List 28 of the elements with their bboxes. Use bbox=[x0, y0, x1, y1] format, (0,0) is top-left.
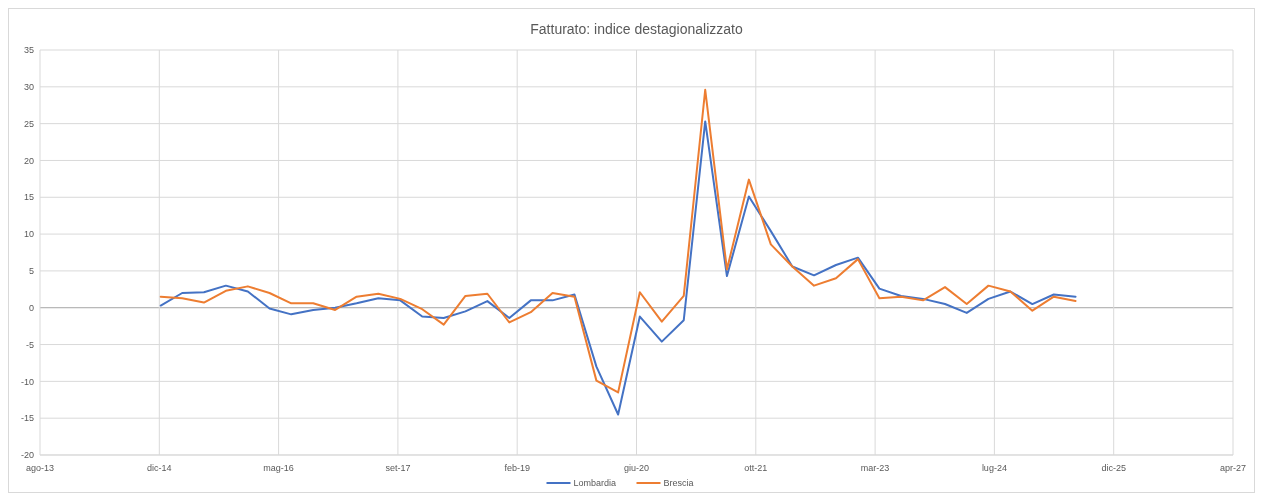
x-tick-label: set-17 bbox=[385, 463, 411, 473]
y-tick-label: 10 bbox=[23, 229, 34, 240]
y-tick-label: -15 bbox=[20, 413, 34, 424]
x-tick-label: lug-24 bbox=[981, 463, 1007, 473]
line-series bbox=[159, 88, 1077, 394]
y-tick-label: 20 bbox=[23, 155, 34, 166]
y-tick-label: -10 bbox=[20, 376, 34, 387]
y-tick-label: 15 bbox=[23, 192, 34, 203]
y-tick-label: 25 bbox=[23, 118, 34, 129]
x-tick-label: ago-13 bbox=[25, 463, 55, 473]
x-tick-label: mar-23 bbox=[860, 463, 890, 473]
y-tick-label: 0 bbox=[28, 302, 34, 313]
y-tick-label: -20 bbox=[20, 450, 34, 461]
x-tick-label: dic-25 bbox=[1101, 463, 1126, 473]
x-tick-label: ott-21 bbox=[744, 463, 768, 473]
y-tick-label: 30 bbox=[23, 81, 34, 92]
chart-title: Fatturato: indice destagionalizzato bbox=[530, 21, 743, 37]
legend-label: Lombardia bbox=[573, 478, 617, 488]
line-series bbox=[159, 120, 1077, 416]
y-tick-label: 5 bbox=[28, 266, 34, 277]
x-tick-label: feb-19 bbox=[504, 463, 530, 473]
x-tick-label: giu-20 bbox=[623, 463, 650, 473]
y-tick-label: -5 bbox=[25, 339, 34, 350]
y-tick-label: 35 bbox=[23, 45, 34, 56]
legend-label: Brescia bbox=[663, 478, 694, 488]
x-tick-label: mag-16 bbox=[263, 463, 294, 473]
x-tick-label: apr-27 bbox=[1219, 463, 1247, 473]
x-tick-label: dic-14 bbox=[147, 463, 172, 473]
